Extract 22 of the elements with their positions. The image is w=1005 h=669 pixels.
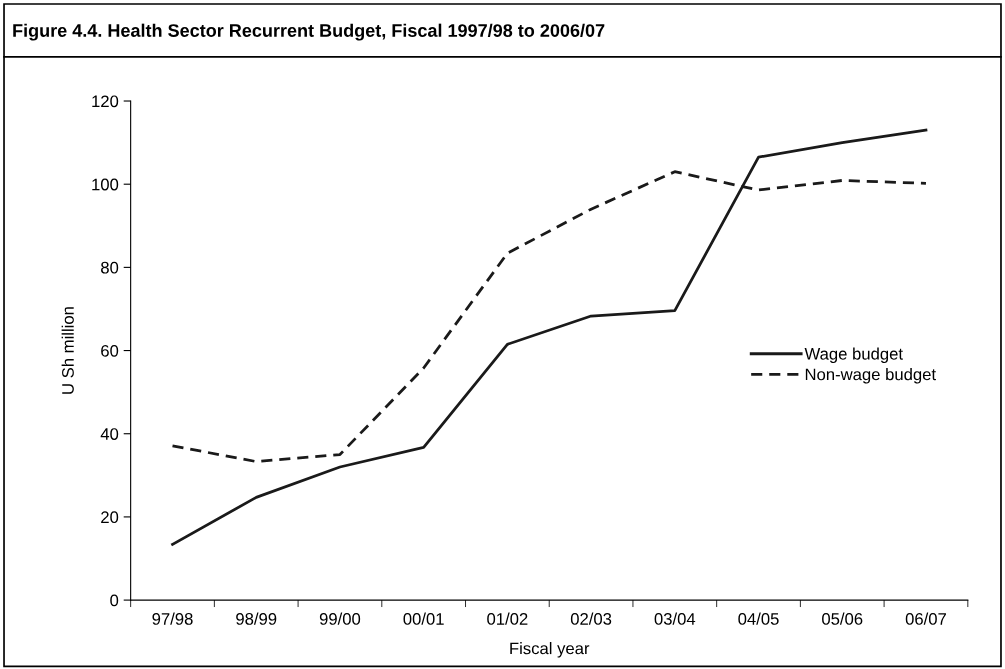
x-tick-label: 01/02 (487, 612, 528, 625)
chart-title: Figure 4.4. Health Sector Recurrent Budget, Fiscal 1997/98 to 2006/07 (13, 23, 605, 41)
legend-label: Wage budget (804, 347, 903, 364)
x-tick-label: 98/99 (236, 612, 277, 625)
x-tick-label: 99/00 (319, 612, 361, 625)
y-tick-label: 100 (92, 178, 119, 191)
y-tick-label: 40 (100, 428, 119, 440)
x-tick-label: 04/05 (738, 612, 779, 625)
y-tick-label: 120 (92, 95, 119, 108)
x-tick-label: 06/07 (905, 612, 946, 625)
x-tick-label: 00/01 (403, 612, 444, 625)
y-tick-label: 80 (101, 261, 119, 274)
legend-label: Non-wage budget (805, 368, 936, 384)
x-tick-label: 03/04 (654, 612, 696, 625)
x-axis-title: Fiscal year (510, 642, 590, 658)
y-tick-label: 0 (110, 594, 119, 607)
x-tick-label: 05/06 (822, 612, 863, 625)
x-tick-label: 97/98 (152, 612, 193, 625)
y-tick-label: 60 (101, 344, 119, 357)
x-tick-label: 02/03 (570, 612, 612, 625)
y-tick-label: 20 (101, 511, 119, 524)
y-axis-title: U Sh million (61, 307, 74, 394)
